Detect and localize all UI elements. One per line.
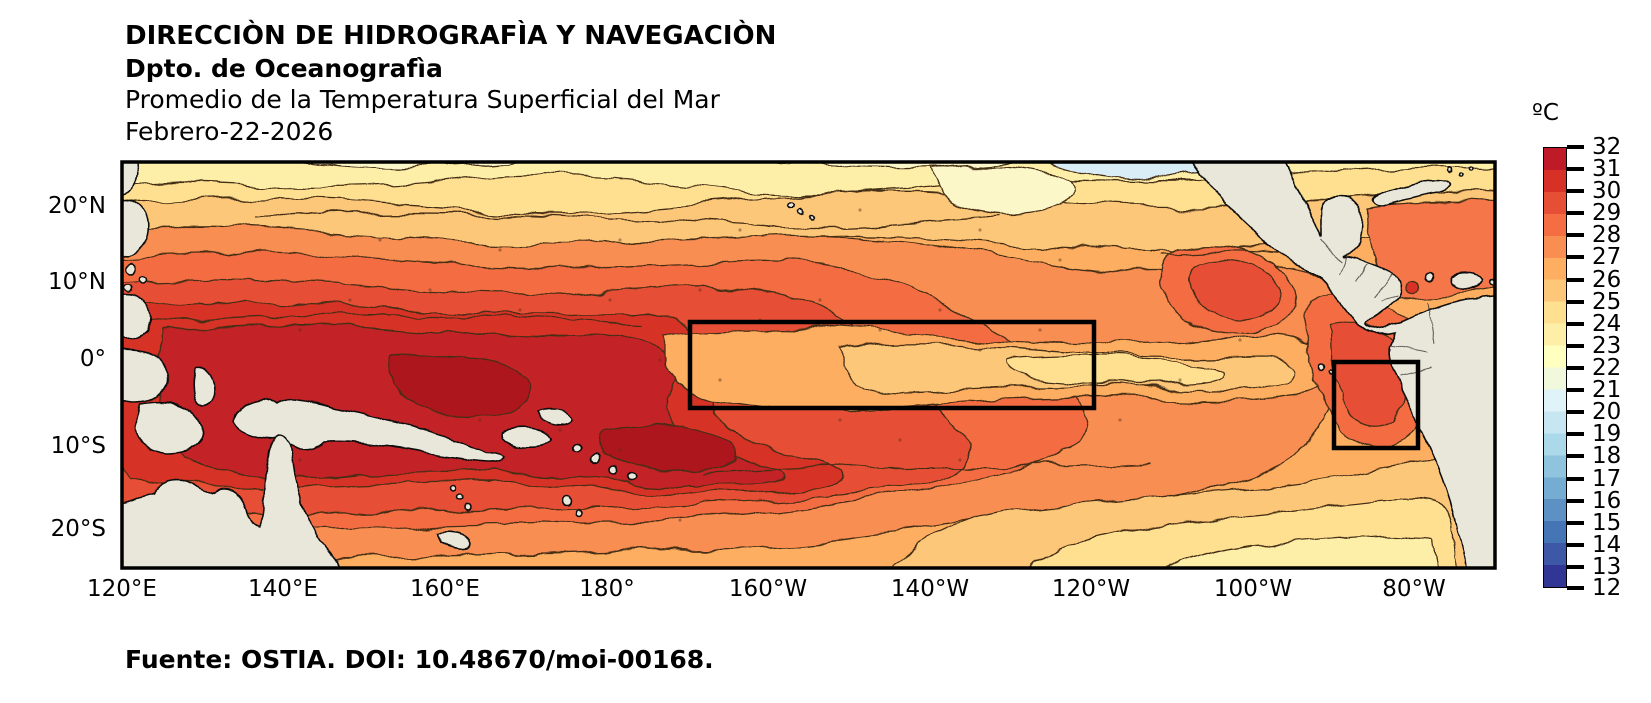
colorbar-tick-label: 23: [1592, 333, 1622, 359]
x-tick-label: 140°W: [890, 576, 970, 602]
colorbar-tick: [1567, 145, 1584, 149]
colorbar-unit-label: ºC: [1532, 100, 1559, 126]
sst-cool-patch-ne: [1050, 162, 1235, 179]
contour-lines: [149, 211, 1331, 473]
colorbar-tick-label: 21: [1592, 377, 1622, 403]
colorbar-tick: [1567, 233, 1584, 237]
colorbar-tick: [1567, 410, 1584, 414]
colorbar-tick-label: 25: [1592, 289, 1622, 315]
colorbar-tick: [1567, 499, 1584, 503]
x-tick-label: 160°E: [410, 576, 480, 602]
colorbar-tick: [1567, 322, 1584, 326]
y-tick-label: 0°: [79, 346, 106, 372]
colorbar-tick: [1567, 278, 1584, 282]
colorbar-tick: [1567, 543, 1584, 547]
x-tick-label: 120°W: [1051, 576, 1131, 602]
x-tick-label: 100°W: [1213, 576, 1293, 602]
colorbar-tick-label: 16: [1592, 488, 1622, 514]
colorbar-tick: [1567, 344, 1584, 348]
colorbar-tick-label: 28: [1592, 222, 1622, 248]
colorbar-tick-label: 24: [1592, 311, 1622, 337]
colorbar-tick: [1567, 167, 1584, 171]
colorbar-tick-label: 29: [1592, 200, 1622, 226]
y-tick-label: 20°N: [48, 193, 106, 219]
colorbar-tick: [1567, 454, 1584, 458]
land-americas: [1190, 162, 1495, 568]
x-tick-label: 120°E: [87, 576, 157, 602]
map-frame: [120, 160, 1497, 570]
x-tick-label: 180°: [579, 576, 635, 602]
land-australia: [122, 435, 341, 568]
nino34-region-box: [687, 319, 1097, 411]
colorbar-tick: [1567, 366, 1584, 370]
colorbar-tick-label: 20: [1592, 399, 1622, 425]
colorbar-tick-label: 15: [1592, 510, 1622, 536]
chart-title: Promedio de la Temperatura Superficial d…: [125, 85, 720, 115]
colorbar-tick-label: 26: [1592, 267, 1622, 293]
colorbar-tick-label: 14: [1592, 532, 1622, 558]
y-tick-label: 20°S: [50, 516, 106, 542]
x-tick-label: 140°E: [248, 576, 318, 602]
contour-speckles: [238, 208, 1242, 522]
colorbar-tick: [1567, 189, 1584, 193]
colorbar-tick-label: 31: [1592, 156, 1622, 182]
colorbar-tick-label: 12: [1592, 575, 1622, 601]
source-note: Fuente: OSTIA. DOI: 10.48670/moi-00168.: [125, 645, 714, 674]
colorbar-tick: [1567, 477, 1584, 481]
x-tick-label: 80°W: [1382, 576, 1446, 602]
colorbar-tick: [1567, 211, 1584, 215]
colorbar-tick-label: 18: [1592, 443, 1622, 469]
colorbar-tick: [1567, 388, 1584, 392]
colorbar-tick: [1567, 300, 1584, 304]
colorbar-tick: [1567, 565, 1584, 569]
colorbar-tick: [1567, 586, 1584, 590]
org-title: DIRECCIÒN DE HIDROGRAFÌA Y NAVEGACIÒN: [125, 21, 777, 51]
colorbar-tick: [1567, 521, 1584, 525]
colorbar-tick-label: 19: [1592, 421, 1622, 447]
x-tick-label: 160°W: [728, 576, 808, 602]
y-tick-label: 10°S: [50, 433, 106, 459]
colorbar-tick: [1567, 432, 1584, 436]
colorbar-tick: [1567, 255, 1584, 259]
y-tick-label: 10°N: [48, 269, 106, 295]
title-block: DIRECCIÒN DE HIDROGRAFÌA Y NAVEGACIÒN Dp…: [125, 20, 776, 147]
colorbar-tick-label: 32: [1592, 134, 1622, 160]
colorbar-tick-label: 27: [1592, 244, 1622, 270]
colorbar: [1543, 147, 1567, 588]
colorbar-tick-label: 30: [1592, 178, 1622, 204]
colorbar-tick-label: 22: [1592, 355, 1622, 381]
nino12-region-box: [1331, 359, 1421, 451]
colorbar-tick-label: 13: [1592, 554, 1622, 580]
colorbar-tick-label: 17: [1592, 466, 1622, 492]
department-title: Dpto. de Oceanografìa: [125, 53, 443, 83]
land-masses: [122, 162, 1495, 568]
chart-date: Febrero-22-2026: [125, 116, 334, 146]
land-new-guinea: [233, 397, 505, 463]
